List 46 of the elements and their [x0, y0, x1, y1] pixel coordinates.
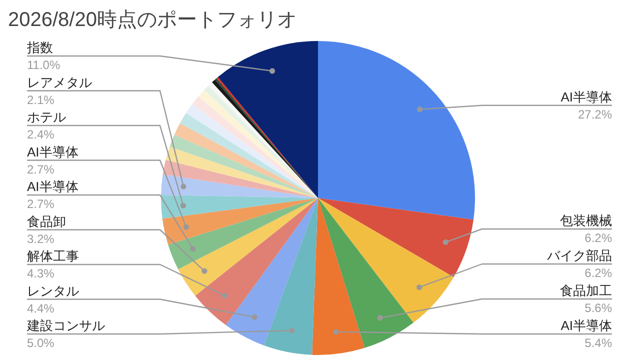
data-label: 3.2% — [27, 232, 55, 246]
pie-slice — [318, 198, 474, 278]
pie-slice — [226, 198, 318, 346]
data-label: 5.4% — [584, 336, 612, 350]
data-label: 2.1% — [27, 92, 55, 107]
slice-label: ホテル — [27, 110, 66, 124]
slice-label: 建設コンサル — [26, 318, 105, 333]
data-label: 6.2% — [584, 231, 612, 245]
slice-label: AI半導体 — [560, 89, 612, 104]
pie-slice — [318, 198, 454, 323]
pie-slice — [312, 198, 365, 355]
data-label: 4.3% — [27, 266, 55, 280]
slice-label: バイク部品 — [546, 248, 612, 263]
pie-slice — [161, 195, 318, 219]
pie-slice — [318, 198, 414, 348]
data-label: 27.2% — [578, 107, 612, 122]
pie-slice — [162, 160, 318, 198]
slice-label: AI半導体 — [560, 318, 612, 333]
slice-label: レアメタル — [27, 74, 92, 90]
data-label: 6.2% — [584, 266, 612, 280]
pie-slice — [166, 146, 318, 198]
slice-label: AI半導体 — [27, 144, 78, 160]
data-label: 2.7% — [27, 197, 55, 211]
pie-slice — [264, 198, 318, 355]
data-label: 2.4% — [27, 128, 55, 142]
slice-label: レンタル — [27, 283, 79, 298]
pie-slice — [318, 41, 475, 220]
data-label: 5.6% — [584, 301, 612, 315]
data-label: 11.0% — [27, 58, 60, 72]
data-label: 4.4% — [27, 301, 55, 316]
chart-title: 2026/8/20時点のポートフォリオ — [8, 9, 297, 31]
slice-label: 解体工事 — [27, 248, 79, 264]
pie-slice — [178, 198, 318, 296]
slice-label: 食品卸 — [27, 214, 66, 229]
slice-label: AI半導体 — [27, 179, 78, 194]
pie-slice — [162, 198, 318, 245]
pie-slice — [195, 198, 318, 326]
pie-slice — [170, 134, 318, 198]
data-label: 5.0% — [27, 336, 55, 350]
pie-slice — [168, 198, 318, 270]
slice-label: 包装機械 — [560, 213, 612, 228]
pie-slice — [161, 174, 318, 198]
slice-label: 指数 — [26, 40, 53, 55]
pie-slice — [218, 41, 318, 198]
slice-label: 食品加工 — [560, 283, 612, 298]
data-label: 2.7% — [27, 162, 55, 176]
